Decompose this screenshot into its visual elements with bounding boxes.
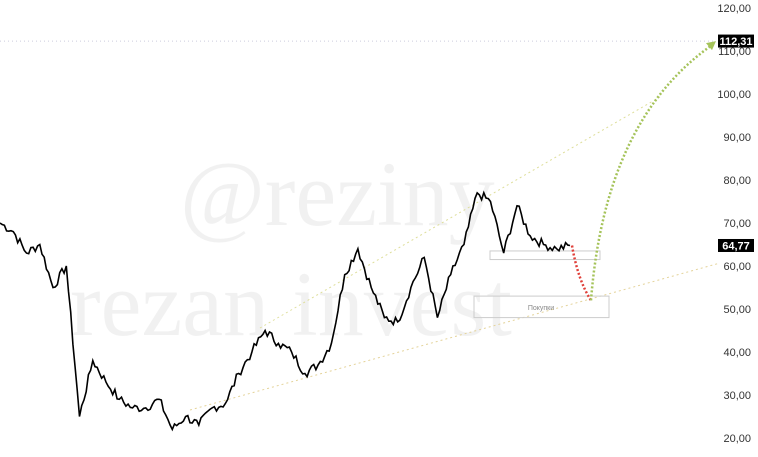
watermark: @reziny rezan invest	[70, 143, 512, 355]
y-tick-label: 50,00	[723, 304, 751, 316]
y-tick-label: 30,00	[723, 390, 751, 402]
y-tick-label: 40,00	[723, 347, 751, 359]
watermark-handle: @reziny	[180, 143, 495, 245]
arrow-head-icon	[706, 41, 716, 51]
y-tick-label: 110,00	[718, 46, 751, 58]
y-tick-label: 20,00	[723, 433, 751, 445]
price-series-line	[0, 190, 571, 432]
target-price-badge	[718, 34, 754, 48]
last-price-label: 64,77	[722, 240, 750, 252]
y-tick-label: 80,00	[723, 175, 751, 187]
y-tick-label: 60,00	[723, 261, 751, 273]
target-price-label: 112,31	[719, 36, 752, 48]
forecast-up-arrow	[589, 44, 713, 301]
buy-zone-rect[interactable]	[473, 295, 610, 319]
y-tick-label: 90,00	[723, 132, 751, 144]
y-tick-label: 100,00	[717, 89, 751, 101]
y-axis[interactable]: 120,00 110,00 100,00 90,00 80,00 70,00 60,00 50…	[717, 3, 751, 445]
forecast-down-path	[570, 245, 593, 302]
watermark-brand: rezan invest	[70, 253, 512, 355]
last-price-badge	[718, 238, 754, 252]
upper-trendline	[259, 96, 661, 329]
y-tick-label: 70,00	[723, 218, 751, 230]
small-zone-rect[interactable]	[489, 250, 601, 261]
y-tick-label: 120,00	[717, 3, 751, 15]
lower-trendline	[189, 262, 721, 411]
buy-zone-label: Покупки	[528, 305, 554, 312]
